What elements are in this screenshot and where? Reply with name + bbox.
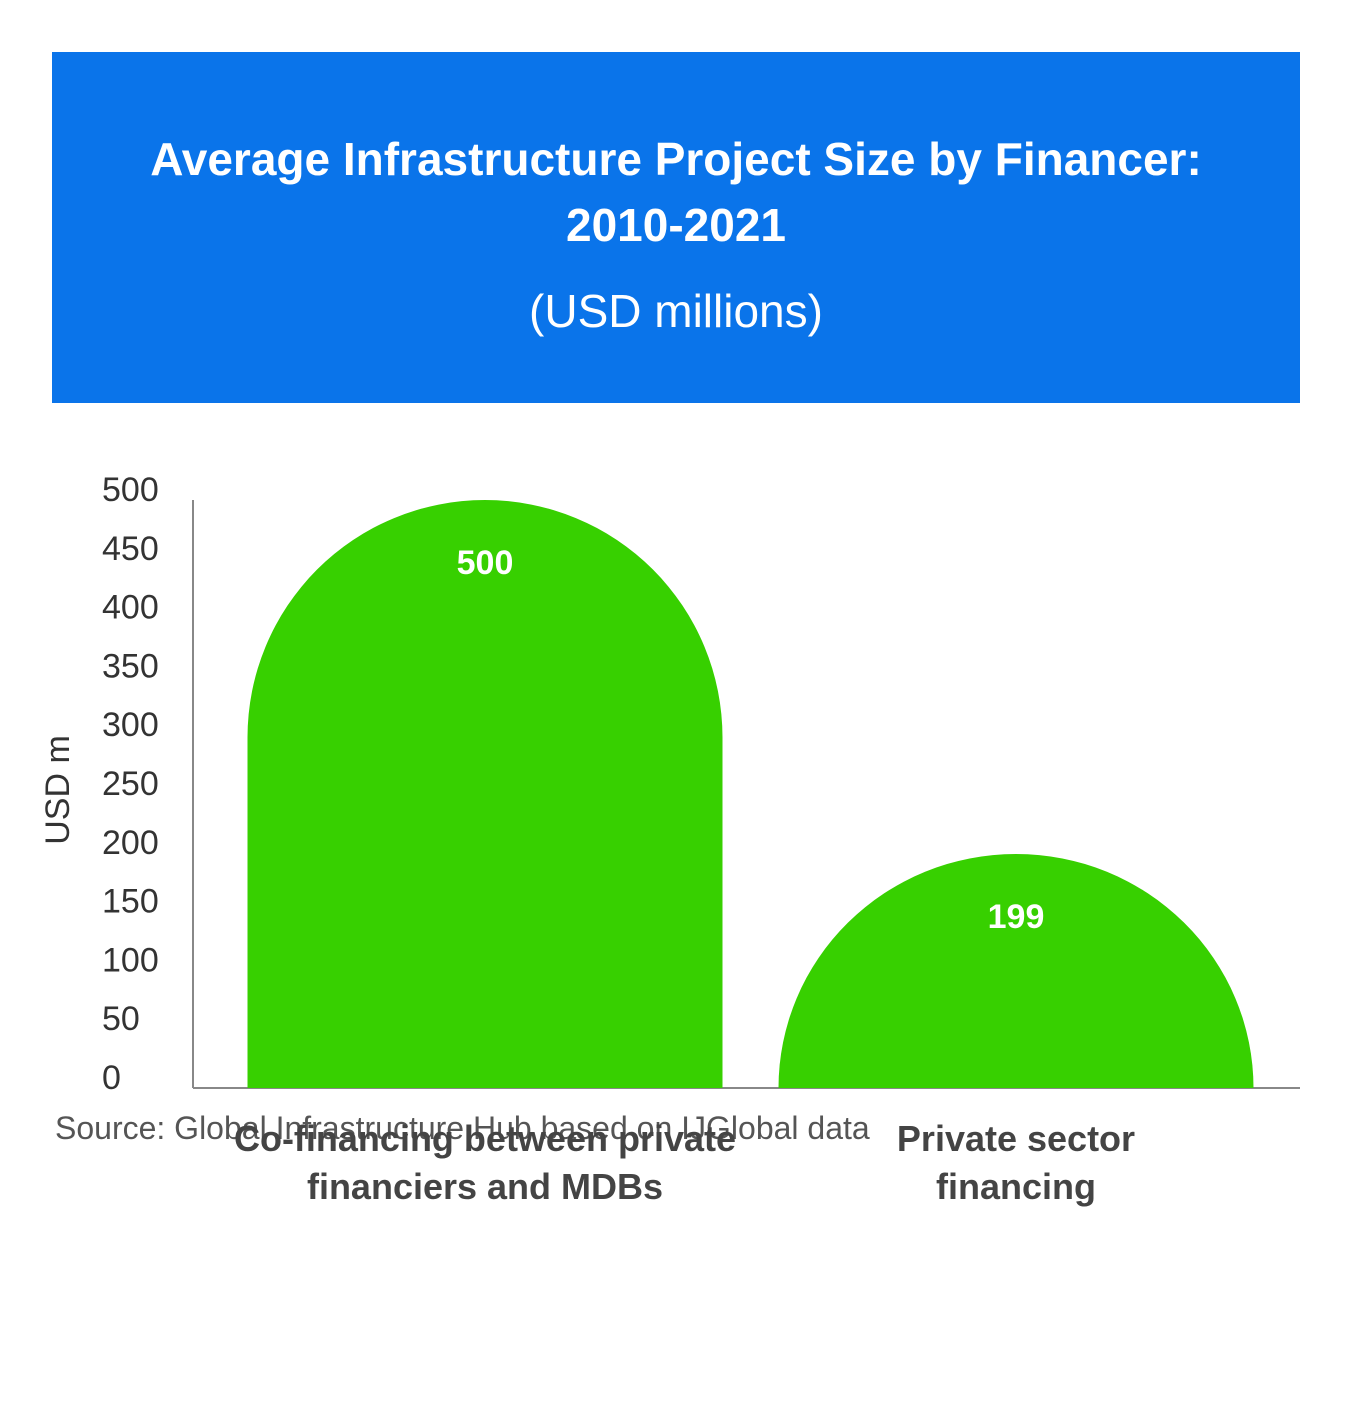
- bar: [247, 499, 723, 1088]
- chart-title: Average Infrastructure Project Size by F…: [150, 133, 1202, 251]
- y-tick-label: 400: [102, 589, 159, 627]
- chart-subtitle: (USD millions): [529, 285, 823, 337]
- y-tick-label: 350: [102, 647, 159, 685]
- value-label: 199: [988, 898, 1045, 936]
- y-tick-label: 100: [102, 941, 159, 979]
- header-box: [52, 52, 1300, 403]
- y-tick-label: 150: [102, 883, 159, 921]
- y-tick-label: 0: [102, 1059, 121, 1097]
- y-tick-label: 50: [102, 1000, 140, 1038]
- bar: [778, 853, 1254, 1088]
- y-tick-label: 450: [102, 530, 159, 568]
- value-label: 500: [457, 544, 514, 582]
- source-note: Source: Global Infrastructure Hub based …: [55, 1110, 870, 1146]
- y-tick-label: 300: [102, 706, 159, 744]
- x-tick-label: Co-financing between private financiers …: [233, 1118, 737, 1207]
- x-tick-label: Private sector financing: [896, 1118, 1136, 1207]
- y-tick-label: 500: [102, 471, 159, 509]
- y-tick-label: 200: [102, 824, 159, 862]
- y-tick-label: 250: [102, 765, 159, 803]
- y-axis-label: USD m: [39, 735, 77, 845]
